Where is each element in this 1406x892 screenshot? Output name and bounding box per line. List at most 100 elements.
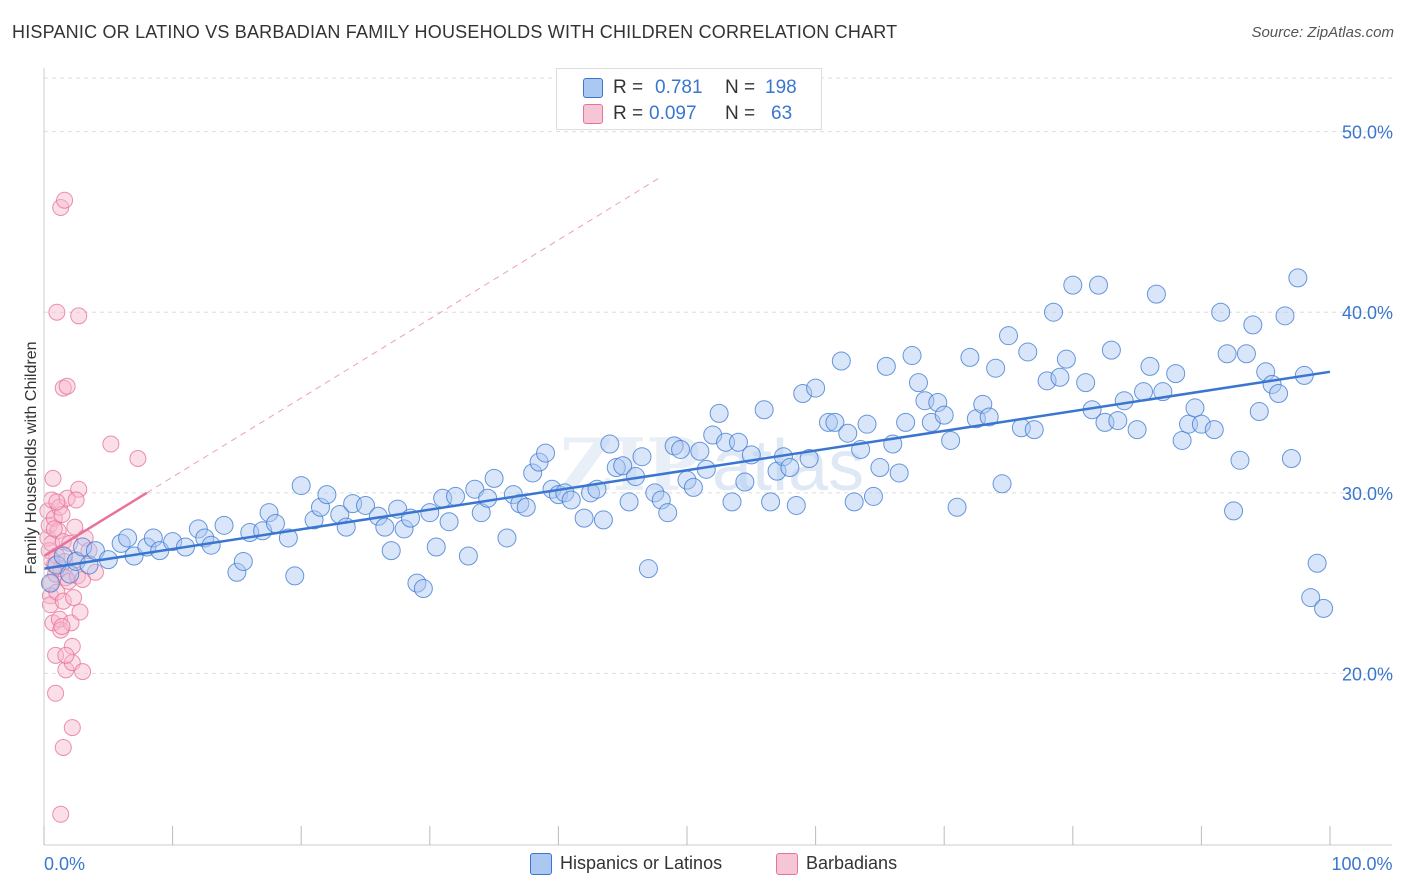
barbadians-point <box>63 719 81 737</box>
hispanics-point <box>638 559 658 579</box>
hispanics-point <box>304 510 324 530</box>
hispanics-point <box>1185 398 1205 418</box>
legend-n-label: N = <box>725 103 756 124</box>
hispanics-point <box>214 515 234 535</box>
hispanics-point <box>1204 420 1224 440</box>
hispanics-point <box>227 562 247 582</box>
hispanics-point <box>118 528 138 548</box>
hispanics-point <box>516 497 536 517</box>
barbadians-point <box>47 646 65 664</box>
hispanics-point <box>285 566 305 586</box>
barbadians-point <box>45 520 63 538</box>
hispanics-point <box>375 517 395 537</box>
barbadians-points <box>39 191 147 823</box>
hispanics-point <box>465 479 485 499</box>
barbadians-point <box>70 307 88 325</box>
hispanics-point <box>1191 414 1211 434</box>
hispanics-point <box>1063 275 1083 295</box>
hispanics-point <box>163 532 183 552</box>
barbadians-point <box>70 480 88 498</box>
hispanics-point <box>818 412 838 432</box>
watermark-atlas: atlas <box>712 426 864 506</box>
x-tick-label: 100.0% <box>1331 854 1392 874</box>
hispanics-point <box>446 486 466 506</box>
hispanics-point <box>1037 371 1057 391</box>
bottom-legend-label: Barbadians <box>806 853 898 873</box>
hispanics-point <box>310 497 330 517</box>
hispanics-point <box>1114 391 1134 411</box>
barbadians-point <box>67 491 85 509</box>
barbadians-trend-line <box>43 491 148 558</box>
hispanics-point <box>722 492 742 512</box>
hispanics-point <box>426 537 446 557</box>
legend-n-value: 63 <box>771 103 793 124</box>
hispanics-point <box>458 546 478 566</box>
hispanics-point <box>728 432 748 452</box>
hispanics-point <box>1076 373 1096 393</box>
hispanics-point <box>73 537 93 557</box>
hispanics-point <box>1211 302 1231 322</box>
hispanics-point <box>690 441 710 461</box>
barbadians-point <box>66 518 84 536</box>
barbadians-point <box>53 505 71 523</box>
bottom-legend-swatch-pink <box>776 853 798 875</box>
y-tick-label: 50.0% <box>1342 123 1393 143</box>
hispanics-point <box>1166 364 1186 384</box>
hispanics-point <box>979 407 999 427</box>
legend-swatch-pink <box>583 104 603 124</box>
hispanics-point <box>973 394 993 414</box>
hispanics-point <box>111 533 131 553</box>
grid-layer <box>44 77 1392 674</box>
legend-r-label: R = <box>613 103 644 124</box>
correlation-legend: R = 0.781 N = 198 R = 0.097 N = 63 <box>556 68 822 130</box>
barbadians-point <box>41 574 59 592</box>
hispanics-point <box>420 503 440 523</box>
hispanics-point <box>1249 402 1269 422</box>
hispanics-point <box>381 541 401 561</box>
legend-n-label: N = <box>725 77 756 98</box>
hispanics-point <box>761 492 781 512</box>
hispanics-point <box>278 528 298 548</box>
y-tick-label: 30.0% <box>1342 484 1393 504</box>
hispanics-point <box>645 483 665 503</box>
legend-r-label: R = <box>613 77 644 98</box>
hispanics-point <box>317 485 337 505</box>
hispanics-point <box>709 403 729 423</box>
y-tick-label: 40.0% <box>1342 303 1393 323</box>
hispanics-point <box>1281 449 1301 468</box>
barbadians-point <box>47 684 65 702</box>
barbadians-point <box>52 805 70 823</box>
hispanics-point <box>876 356 896 376</box>
hispanics-point <box>908 373 928 393</box>
barbadians-trend-extension <box>146 176 662 494</box>
hispanics-point <box>1172 430 1192 450</box>
x-tick-label: 0.0% <box>44 854 85 874</box>
bottom-legend-swatch-blue <box>530 853 552 875</box>
hispanics-point <box>793 383 813 403</box>
hispanics-point <box>40 573 60 593</box>
hispanics-point <box>671 439 691 459</box>
hispanics-point <box>1134 382 1154 402</box>
hispanics-point <box>1146 284 1166 304</box>
hispanics-point <box>1044 302 1064 322</box>
hispanics-point <box>574 508 594 528</box>
barbadians-point <box>57 646 75 664</box>
hispanics-point <box>780 458 800 478</box>
hispanics-point <box>1269 383 1289 403</box>
hispanics-point <box>799 449 819 468</box>
hispanics-point <box>259 503 279 523</box>
hispanics-point <box>265 514 285 534</box>
source-label: Source: ZipAtlas.com <box>1251 24 1394 41</box>
barbadians-point <box>65 589 83 607</box>
hispanics-point <box>825 412 845 432</box>
hispanics-point <box>1217 344 1237 364</box>
hispanics-point <box>1243 315 1263 335</box>
barbadians-point <box>56 191 74 209</box>
barbadians-point <box>102 435 120 453</box>
hispanics-point <box>806 378 826 398</box>
legend-r-value: 0.781 <box>655 77 703 98</box>
hispanics-point <box>992 474 1012 494</box>
hispanics-point <box>523 463 543 483</box>
hispanics-point <box>870 458 890 478</box>
chart-title: HISPANIC OR LATINO VS BARBADIAN FAMILY H… <box>12 22 898 42</box>
